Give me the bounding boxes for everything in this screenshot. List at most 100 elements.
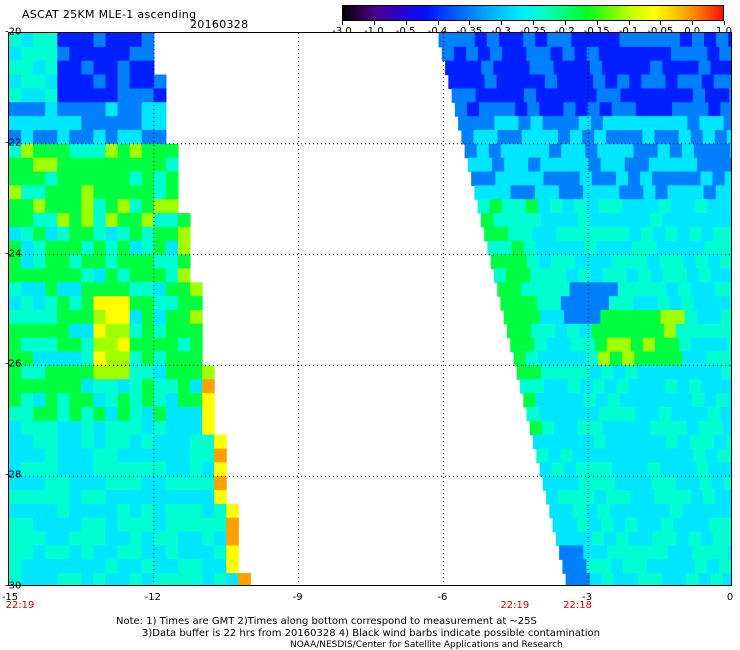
swath-cell bbox=[33, 323, 46, 339]
swath-cell bbox=[81, 545, 95, 560]
swath-cell bbox=[177, 254, 191, 270]
swath-cell bbox=[707, 46, 720, 62]
swath-cell bbox=[562, 199, 575, 214]
swath-cell bbox=[636, 462, 649, 477]
swath-cell bbox=[506, 268, 519, 283]
swath-cell bbox=[662, 60, 675, 76]
swath-cell bbox=[636, 157, 650, 173]
swath-cell bbox=[695, 559, 708, 574]
swath-cell bbox=[628, 531, 641, 547]
swath-cell bbox=[165, 226, 179, 242]
swath-cell bbox=[202, 406, 215, 422]
swath-cell bbox=[81, 559, 95, 574]
swath-cell bbox=[698, 573, 712, 585]
swath-cell bbox=[105, 517, 119, 533]
swath-cell bbox=[687, 116, 701, 131]
swath-cell bbox=[671, 254, 685, 270]
color-scale-labels: -3.0-1.0-0.5-0.4-0.35-0.3-0.25-0.2-0.15-… bbox=[0, 0, 740, 40]
footer-credit: NOAA/NESDIS/Center for Satellite Applica… bbox=[290, 640, 563, 650]
swath-cell bbox=[711, 268, 724, 283]
swath-cell bbox=[57, 462, 70, 477]
swath-cell bbox=[531, 171, 545, 186]
swath-cell bbox=[646, 199, 660, 214]
swath-cell bbox=[695, 46, 708, 62]
swath-cell bbox=[653, 226, 666, 242]
swath-cell bbox=[657, 296, 671, 311]
swath-cell bbox=[448, 74, 462, 89]
swath-cell bbox=[628, 171, 641, 186]
swath-cell bbox=[571, 240, 585, 256]
swath-cell bbox=[674, 420, 688, 436]
swath-cell bbox=[177, 434, 191, 450]
swath-cell bbox=[105, 171, 119, 186]
swath-cell bbox=[129, 545, 143, 560]
swath-cell bbox=[105, 116, 119, 131]
swath-cell bbox=[601, 213, 615, 228]
swath-cell bbox=[722, 60, 731, 76]
swath-cell bbox=[655, 185, 669, 200]
swath-cell bbox=[141, 157, 155, 173]
swath-cell bbox=[520, 379, 533, 394]
swath-cell bbox=[9, 254, 22, 270]
swath-cell bbox=[695, 406, 709, 422]
swath-cell bbox=[561, 351, 575, 366]
swath-cell bbox=[81, 490, 95, 505]
swath-cell bbox=[21, 490, 34, 505]
swath-cell bbox=[712, 171, 726, 186]
x-tick-label: -9 bbox=[292, 592, 303, 603]
swath-cell bbox=[57, 503, 70, 519]
swath-cell bbox=[718, 351, 731, 366]
swath-cell bbox=[165, 337, 179, 353]
swath-cell bbox=[660, 157, 674, 173]
swath-cell bbox=[93, 503, 107, 519]
swath-cell bbox=[641, 74, 655, 89]
swath-cell bbox=[141, 476, 155, 491]
swath-cell bbox=[635, 254, 649, 270]
swath-cell bbox=[705, 448, 718, 463]
swath-cell bbox=[478, 46, 491, 62]
swath-cell bbox=[685, 517, 699, 533]
swath-cell bbox=[129, 74, 143, 89]
swath-cell bbox=[610, 351, 623, 366]
swath-cell bbox=[141, 310, 155, 325]
swath-cell bbox=[726, 129, 731, 145]
swath-cell bbox=[21, 323, 34, 339]
y-tick-label: -22 bbox=[5, 137, 22, 149]
swath-cell bbox=[165, 323, 179, 339]
swath-cell bbox=[117, 337, 131, 353]
swath-cell bbox=[45, 517, 58, 533]
swath-cell bbox=[57, 282, 70, 297]
swath-cell bbox=[471, 171, 484, 186]
swath-cell bbox=[226, 559, 239, 574]
swath-cell bbox=[521, 282, 535, 297]
swath-cell bbox=[616, 226, 630, 242]
swath-cell bbox=[710, 420, 724, 436]
swath-cell bbox=[538, 199, 551, 214]
swath-cell bbox=[117, 143, 131, 159]
swath-cell bbox=[558, 185, 572, 200]
swath-cell bbox=[541, 420, 555, 436]
swath-cell bbox=[93, 254, 107, 270]
swath-cell bbox=[177, 296, 191, 311]
swath-cell bbox=[546, 185, 560, 200]
swath-cell bbox=[677, 434, 691, 450]
swath-cell bbox=[572, 448, 586, 463]
swath-cell bbox=[612, 310, 625, 325]
swath-cell bbox=[698, 213, 711, 228]
swath-cell bbox=[661, 213, 675, 228]
swath-cell bbox=[214, 490, 227, 505]
swath-cell bbox=[728, 393, 731, 408]
swath-cell bbox=[615, 171, 629, 186]
swath-cell bbox=[21, 116, 34, 131]
swath-cell bbox=[579, 476, 592, 491]
swath-cell bbox=[675, 476, 689, 491]
swath-cell bbox=[45, 393, 58, 408]
swath-cell bbox=[105, 226, 119, 242]
swath-cell bbox=[153, 296, 167, 311]
swath-cell bbox=[141, 60, 155, 76]
swath-cell bbox=[57, 199, 70, 214]
swath-cell bbox=[93, 365, 107, 380]
swath-cell bbox=[660, 310, 674, 325]
swath-cell bbox=[707, 406, 721, 422]
color-scale-tick bbox=[405, 21, 407, 25]
